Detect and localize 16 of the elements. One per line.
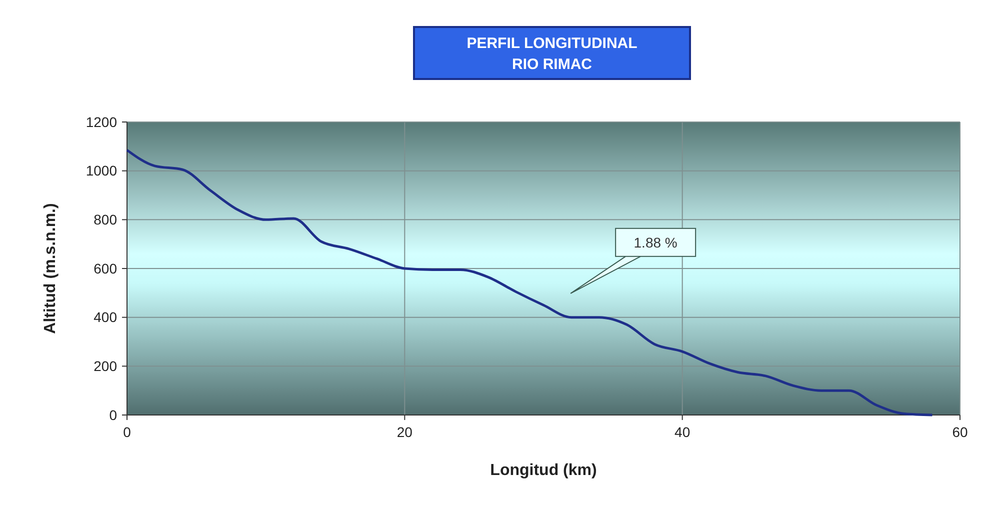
line-series [126, 148, 934, 416]
y-tick-label: 1200 [86, 114, 118, 130]
x-tick-label: 40 [674, 424, 690, 440]
x-tick-label: 0 [123, 424, 132, 440]
y-tick-label: 200 [94, 358, 118, 374]
y-tick-label: 1000 [86, 162, 118, 179]
y-axis-title: Altitud (m.s.n.m.) [42, 203, 59, 334]
x-axis-title: Longitud (km) [490, 462, 597, 479]
y-tick-label: 0 [109, 406, 118, 423]
y-tick-label: 600 [94, 260, 118, 276]
x-tick-label: 20 [396, 424, 413, 440]
y-tick-label: 400 [94, 309, 118, 326]
x-tick-label: 60 [952, 424, 968, 440]
chart-title: PERFIL LONGITUDINAL RIO RIMAC [466, 35, 638, 73]
y-tick-label: 800 [94, 212, 118, 228]
annotation: 1.88 % [634, 234, 678, 250]
